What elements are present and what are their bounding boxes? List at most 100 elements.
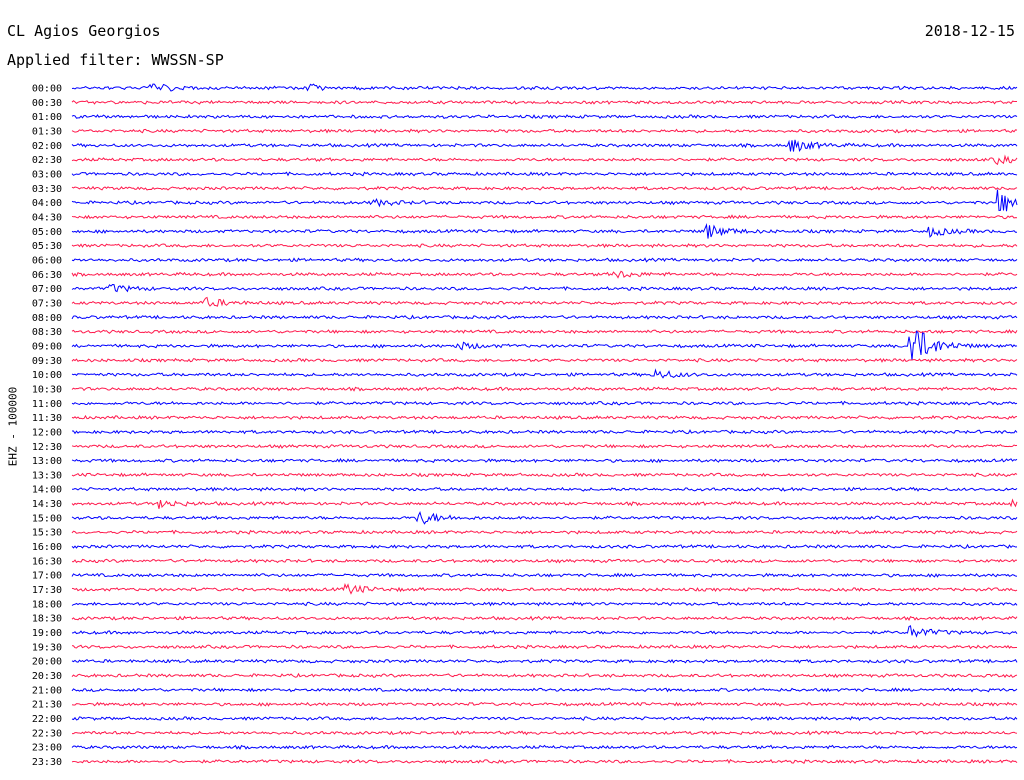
seismogram-trace: [71, 357, 1018, 363]
seismogram-trace: [71, 99, 1018, 105]
station-title: CL Agios Georgios: [7, 22, 161, 40]
row-time-label: 21:30: [32, 700, 62, 711]
seismogram-trace: [71, 511, 1018, 525]
seismogram-trace: [71, 558, 1018, 564]
seismogram-trace: [71, 257, 1018, 263]
row-time-label: 17:30: [32, 585, 62, 596]
seismogram-trace: [71, 128, 1018, 134]
row-time-label: 00:30: [32, 98, 62, 109]
seismogram-trace: [71, 615, 1018, 621]
row-time-label: 23:30: [32, 757, 62, 768]
row-time-label: 02:00: [32, 141, 62, 152]
seismogram-trace: [71, 758, 1018, 764]
seismogram-trace: [71, 283, 1018, 293]
seismogram-trace: [71, 114, 1018, 120]
seismogram-trace: [71, 744, 1018, 750]
seismogram-trace: [71, 443, 1018, 449]
seismogram-trace: [71, 154, 1018, 166]
seismogram-trace: [71, 644, 1018, 650]
row-time-label: 07:30: [32, 298, 62, 309]
row-time-label: 21:00: [32, 685, 62, 696]
seismogram-trace: [71, 400, 1018, 406]
row-time-label: 19:30: [32, 642, 62, 653]
row-time-label: 06:00: [32, 255, 62, 266]
row-time-label: 15:00: [32, 513, 62, 524]
row-time-label: 09:00: [32, 341, 62, 352]
date-label: 2018-12-15: [924, 22, 1015, 40]
seismogram-trace: [71, 625, 1018, 638]
seismogram-trace: [71, 214, 1018, 220]
seismogram-trace: [71, 139, 1018, 152]
seismogram-trace: [71, 429, 1018, 435]
seismogram-trace: [71, 83, 1018, 92]
seismogram-trace: [71, 368, 1018, 379]
row-time-label: 13:00: [32, 456, 62, 467]
seismogram-trace: [71, 730, 1018, 736]
row-time-label: 01:00: [32, 112, 62, 123]
row-time-label: 11:30: [32, 413, 62, 424]
row-time-label: 05:30: [32, 241, 62, 252]
row-time-label: 04:30: [32, 212, 62, 223]
row-time-label: 04:00: [32, 198, 62, 209]
row-time-label: 08:00: [32, 313, 62, 324]
row-time-label: 20:00: [32, 657, 62, 668]
seismogram-trace: [71, 543, 1018, 550]
row-time-label: 14:30: [32, 499, 62, 510]
row-time-label: 20:30: [32, 671, 62, 682]
row-time-label: 08:30: [32, 327, 62, 338]
seismogram-trace: [71, 314, 1018, 320]
row-time-label: 12:00: [32, 427, 62, 438]
seismogram-trace: [71, 672, 1018, 679]
row-time-label: 02:30: [32, 155, 62, 166]
row-time-label: 00:00: [32, 84, 62, 95]
row-time-label: 07:00: [32, 284, 62, 295]
row-time-label: 13:30: [32, 470, 62, 481]
seismogram-trace: [71, 687, 1018, 693]
seismogram-trace: [71, 529, 1018, 535]
seismogram-trace: [71, 330, 1018, 361]
seismogram-trace: [71, 189, 1018, 212]
seismogram-trace: [71, 414, 1018, 420]
seismogram-trace: [71, 270, 1018, 279]
row-time-label: 22:30: [32, 728, 62, 739]
row-time-label: 03:30: [32, 184, 62, 195]
row-time-label: 12:30: [32, 442, 62, 453]
row-time-label: 18:30: [32, 614, 62, 625]
seismogram-trace: [71, 472, 1018, 478]
seismogram-trace: [71, 386, 1018, 392]
seismogram-trace: [71, 243, 1018, 249]
row-time-label: 17:00: [32, 571, 62, 582]
seismogram-trace: [71, 328, 1018, 335]
row-time-label: 18:00: [32, 599, 62, 610]
row-time-label: 09:30: [32, 356, 62, 367]
row-time-label: 23:00: [32, 743, 62, 754]
row-time-label: 01:30: [32, 126, 62, 137]
row-time-label: 10:00: [32, 370, 62, 381]
row-time-label: 11:00: [32, 399, 62, 410]
seismogram-trace: [71, 171, 1018, 177]
row-time-label: 10:30: [32, 384, 62, 395]
row-time-label: 22:00: [32, 714, 62, 725]
seismogram-trace: [71, 716, 1018, 722]
row-time-label: 03:00: [32, 169, 62, 180]
seismogram-trace: [71, 701, 1018, 707]
seismogram-trace: [71, 296, 1018, 307]
row-time-label: 06:30: [32, 270, 62, 281]
row-time-label: 16:30: [32, 556, 62, 567]
seismogram-trace: [71, 583, 1018, 595]
seismogram-trace: [71, 658, 1018, 664]
row-time-label: 05:00: [32, 227, 62, 238]
filter-label: Applied filter: WWSSN-SP: [7, 51, 224, 69]
seismogram-trace: [71, 486, 1018, 492]
seismogram-trace: [71, 601, 1018, 607]
seismogram-trace: [71, 222, 1018, 239]
row-label-group: 00:00 00:30 01:00 01:30 02:00 02:30 03:00 03:30…: [32, 84, 62, 769]
row-time-label: 16:00: [32, 542, 62, 553]
row-time-label: 14:00: [32, 485, 62, 496]
row-time-label: 15:30: [32, 528, 62, 539]
trace-group: [71, 83, 1018, 764]
row-time-label: 19:00: [32, 628, 62, 639]
seismogram-trace: [71, 572, 1018, 578]
seismogram-trace: [71, 498, 1018, 509]
